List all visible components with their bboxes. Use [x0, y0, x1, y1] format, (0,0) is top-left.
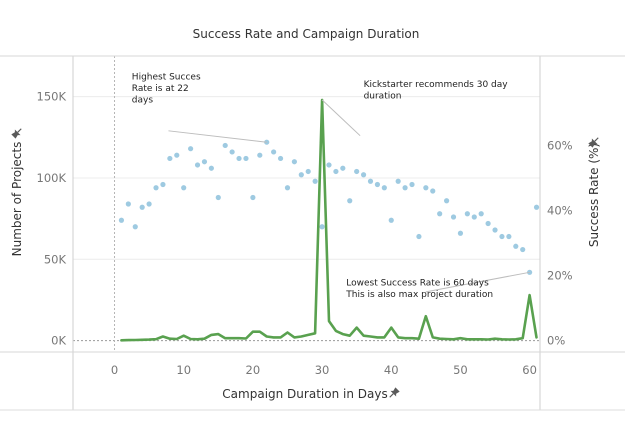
- success-rate-point: [222, 142, 228, 149]
- success-rate-point: [437, 211, 443, 217]
- success-rate-point: [167, 155, 173, 162]
- projects-line: [120, 98, 538, 342]
- annotation-text: Kickstarter recommends 30 day duration: [364, 80, 509, 102]
- y-left-tick-label: 0K: [51, 334, 66, 348]
- annotation-layer: Highest Succes Rate is at 22 days Kickstart…: [132, 73, 530, 300]
- success-rate-point: [499, 233, 505, 240]
- success-rate-point: [450, 214, 457, 220]
- y-left-tick-label: 50K: [44, 252, 67, 266]
- chart-title: Success Rate and Campaign Duration: [193, 27, 420, 41]
- x-tick-label: 30: [315, 363, 330, 377]
- success-rate-point: [444, 198, 450, 204]
- x-axis-title: Campaign Duration in Days: [222, 387, 387, 401]
- pin-icon: [11, 128, 22, 139]
- success-rate-point: [201, 159, 208, 165]
- success-rate-point: [174, 152, 180, 158]
- success-rate-point: [360, 172, 367, 178]
- success-rate-point: [194, 162, 201, 168]
- success-rate-point: [388, 217, 394, 223]
- success-rate-point: [305, 168, 311, 175]
- x-tick-label: 40: [384, 363, 399, 377]
- x-tick-label: 10: [176, 363, 191, 377]
- x-tick-label: 0: [111, 363, 118, 377]
- success-rate-point: [485, 220, 491, 227]
- success-rate-point: [457, 230, 464, 236]
- success-rate-point: [409, 181, 415, 188]
- success-rate-point: [139, 204, 145, 210]
- success-rate-point: [215, 194, 221, 201]
- y-left-tick-label: 100K: [37, 171, 67, 185]
- success-rate-point: [367, 178, 374, 184]
- y-right-tick-label: 20%: [547, 269, 573, 283]
- x-tick-label: 50: [453, 363, 468, 377]
- success-rate-point: [125, 201, 131, 207]
- annotation-text: Lowest Success Rate is 60 days This is al…: [345, 278, 493, 300]
- success-rate-point: [257, 152, 263, 158]
- success-rate-point: [354, 168, 360, 175]
- annotation-connector: [321, 99, 361, 137]
- success-rate-point: [492, 227, 498, 233]
- success-rate-point: [381, 185, 387, 191]
- success-rate-point: [153, 185, 159, 191]
- success-rate-point: [326, 162, 332, 168]
- annotation-connector: [425, 271, 530, 293]
- success-rate-point: [533, 204, 540, 210]
- success-rate-point: [132, 224, 138, 230]
- success-rate-point: [513, 243, 519, 249]
- success-rate-point: [506, 233, 512, 240]
- success-rate-point: [319, 224, 325, 230]
- success-rate-point: [243, 155, 249, 162]
- success-rate-point: [284, 185, 291, 191]
- y-axis-right-title: Success Rate (%): [587, 143, 601, 247]
- success-rate-point: [471, 214, 477, 220]
- success-rate-point: [229, 149, 235, 155]
- success-rate-point: [395, 178, 401, 184]
- success-rate-point: [464, 211, 470, 217]
- success-rate-point: [340, 165, 346, 171]
- success-rate-point: [277, 155, 284, 162]
- x-tick-label: 60: [522, 363, 537, 377]
- annotation-connector: [168, 130, 267, 143]
- y-right-tick-label: 60%: [547, 138, 573, 152]
- pin-icon: [588, 137, 599, 148]
- success-rate-point: [430, 188, 436, 194]
- pin-icon: [389, 387, 400, 398]
- success-rate-point: [416, 233, 422, 240]
- success-rate-point: [347, 198, 353, 204]
- success-rate-point: [118, 217, 125, 223]
- y-left-tick-label: 150K: [37, 90, 67, 104]
- x-tick-label: 20: [246, 363, 261, 377]
- mark-layer: [118, 98, 540, 342]
- grid-layer: 0K 50K 100K 150K 0% 20% 40% 60% 0 10 20 30 40 50 60: [37, 56, 573, 377]
- success-rate-point: [333, 168, 339, 175]
- y-axis-left-title: Number of Projects: [10, 142, 24, 257]
- success-rate-point: [423, 185, 429, 191]
- y-right-tick-label: 40%: [547, 204, 573, 218]
- success-rate-point: [271, 149, 277, 155]
- success-rate-point: [250, 194, 256, 201]
- annotation-text: Highest Succes Rate is at 22 days: [132, 73, 201, 106]
- success-rate-point: [146, 201, 152, 207]
- success-rate-point: [236, 155, 242, 162]
- success-rate-point: [478, 211, 484, 217]
- success-rate-point: [181, 185, 187, 191]
- success-rate-point: [312, 178, 318, 184]
- success-rate-point: [402, 185, 408, 191]
- pin-layer: [11, 128, 599, 398]
- success-rate-point: [298, 172, 304, 178]
- success-rate-point: [374, 181, 381, 188]
- y-right-tick-label: 0%: [547, 334, 565, 348]
- frame-layer: [0, 55, 625, 411]
- success-rate-point: [291, 159, 297, 165]
- success-rate-point: [160, 181, 166, 188]
- success-rate-point: [520, 246, 526, 253]
- success-rate-point: [188, 146, 194, 152]
- success-rate-point: [208, 165, 214, 171]
